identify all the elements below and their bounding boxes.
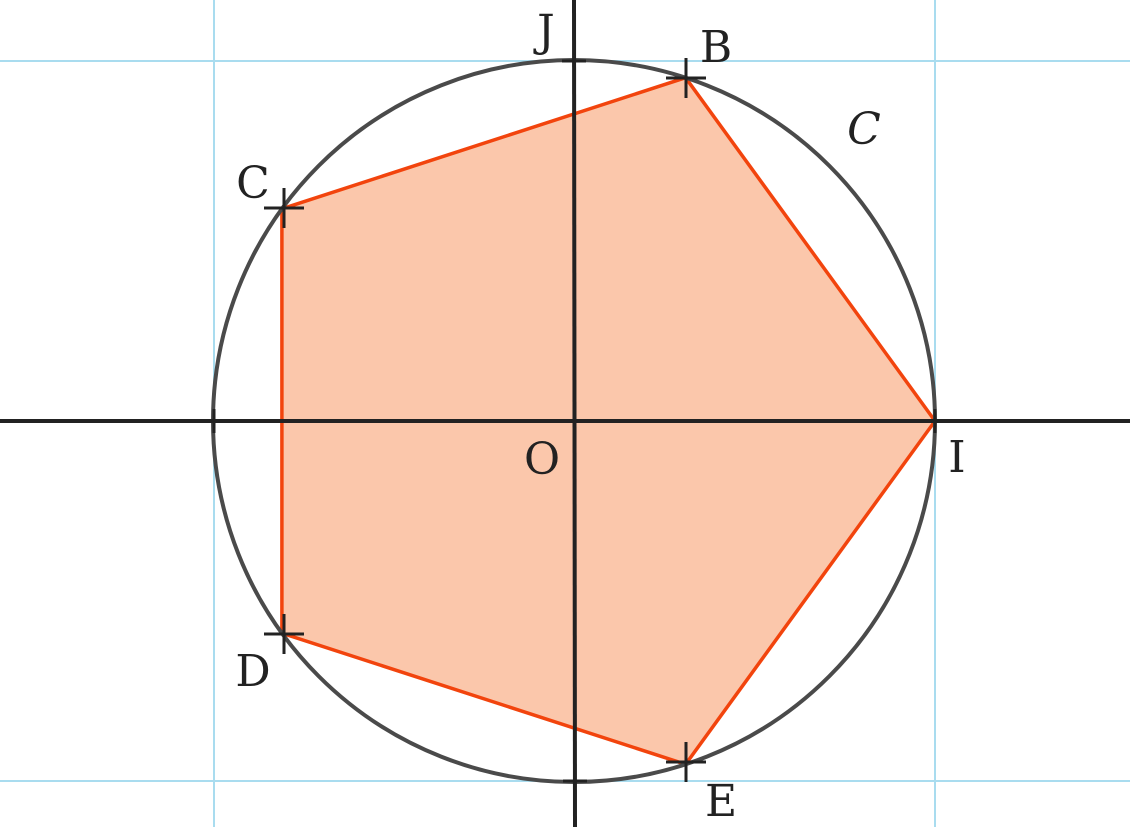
y-axis [572, 0, 577, 827]
point-label-d: D [235, 646, 270, 697]
vertex-tick-d [264, 614, 304, 654]
point-label-i: I [948, 432, 965, 483]
vertex-tick-e [666, 742, 706, 782]
point-label-e: E [705, 776, 737, 827]
point-label-c: C [236, 158, 270, 209]
vertex-tick-c [264, 188, 304, 228]
circle-label-c: C [847, 104, 881, 155]
point-label-b: B [700, 22, 732, 73]
point-label-j: J [533, 6, 555, 57]
vertex-ticks [212, 58, 937, 783]
vertex-tick-b [666, 58, 706, 98]
origin-label-o: O [524, 434, 560, 485]
